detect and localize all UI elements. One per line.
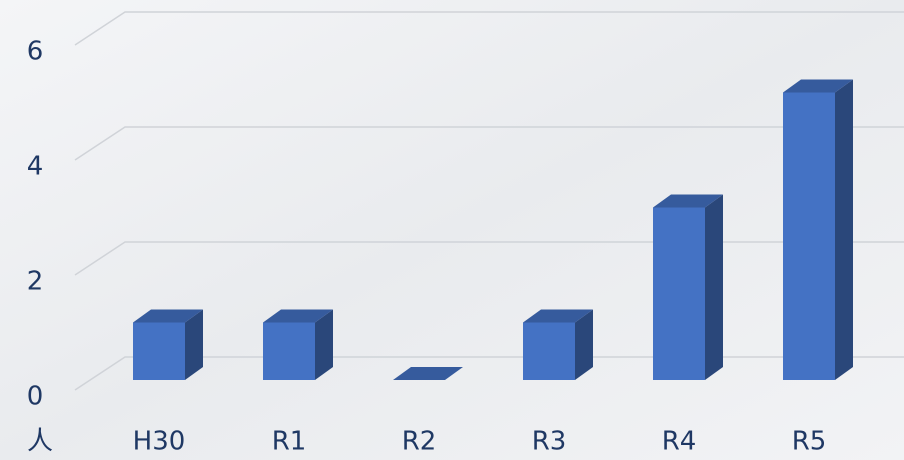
- y-tick-label: 6: [27, 37, 44, 67]
- bar: [783, 93, 835, 381]
- bar-side: [835, 80, 853, 381]
- unit-label: 人: [27, 427, 53, 457]
- background: [0, 0, 904, 460]
- bar: [653, 208, 705, 381]
- bar-side: [705, 195, 723, 381]
- y-tick-label: 2: [27, 267, 44, 297]
- bar: [523, 323, 575, 381]
- x-tick-label: H30: [133, 427, 186, 457]
- bar: [263, 323, 315, 381]
- x-tick-label: R3: [532, 427, 567, 457]
- y-tick-label: 4: [27, 152, 44, 182]
- x-tick-label: R2: [402, 427, 437, 457]
- x-tick-label: R5: [792, 427, 827, 457]
- x-tick-label: R4: [662, 427, 697, 457]
- x-tick-label: R1: [272, 427, 307, 457]
- chart: 人 0 2 4 6 H30 R1 R2 R3 R4 R5: [0, 0, 904, 460]
- y-tick-label: 0: [27, 382, 44, 412]
- bar: [133, 323, 185, 381]
